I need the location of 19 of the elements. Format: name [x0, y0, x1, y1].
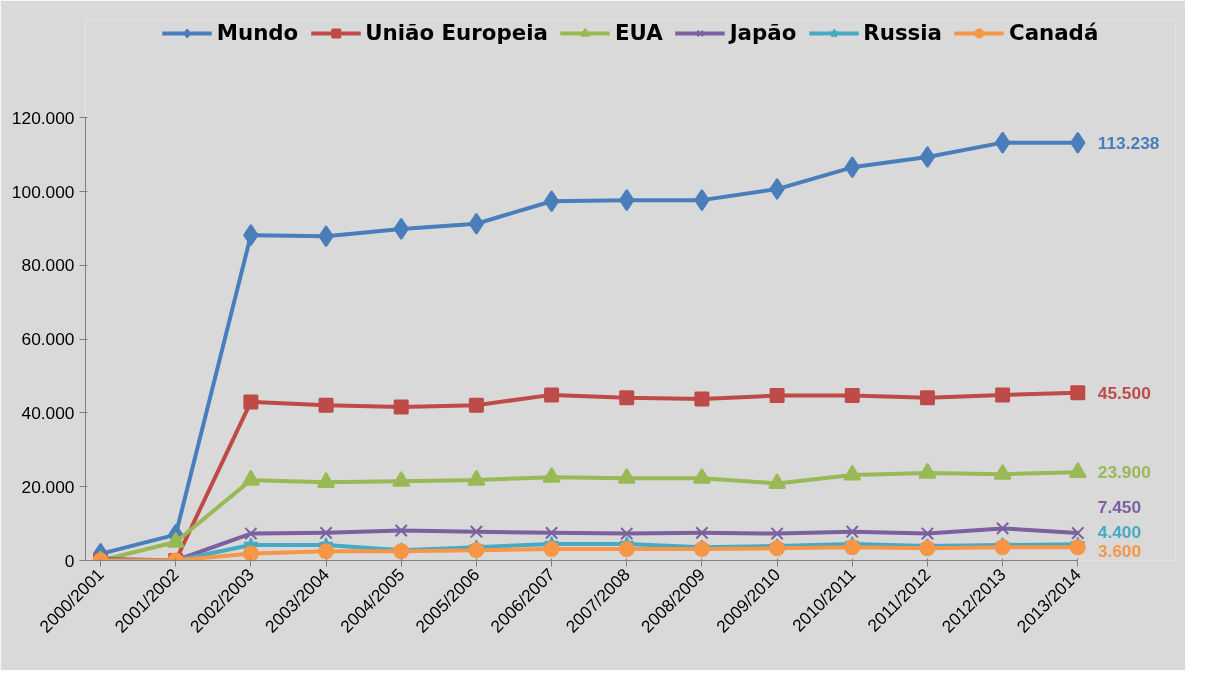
y-tick-label: 40.000 — [21, 402, 75, 423]
y-tick-label: 20.000 — [21, 476, 75, 497]
y-tick-label: 60.000 — [21, 329, 75, 350]
y-tick-label: 80.000 — [21, 255, 75, 276]
legend-label: EUA — [614, 20, 663, 45]
annotation: 3.600 — [1097, 541, 1142, 562]
legend-label: Japão — [729, 20, 797, 45]
annotation: 113.238 — [1097, 132, 1160, 153]
annotation: 23.900 — [1097, 462, 1151, 483]
legend-label: Mundo — [216, 20, 299, 45]
y-tick-label: 100.000 — [11, 181, 75, 202]
legend-label: União Europeia — [365, 20, 548, 45]
annotation: 7.450 — [1097, 497, 1142, 518]
annotation: 45.500 — [1097, 382, 1151, 403]
y-tick-label: 0 — [64, 550, 75, 571]
legend-label: Russia — [863, 20, 942, 45]
y-tick-label: 120.000 — [11, 107, 75, 128]
annotation: 4.400 — [1097, 522, 1142, 543]
legend-label: Canadá — [1008, 20, 1099, 45]
